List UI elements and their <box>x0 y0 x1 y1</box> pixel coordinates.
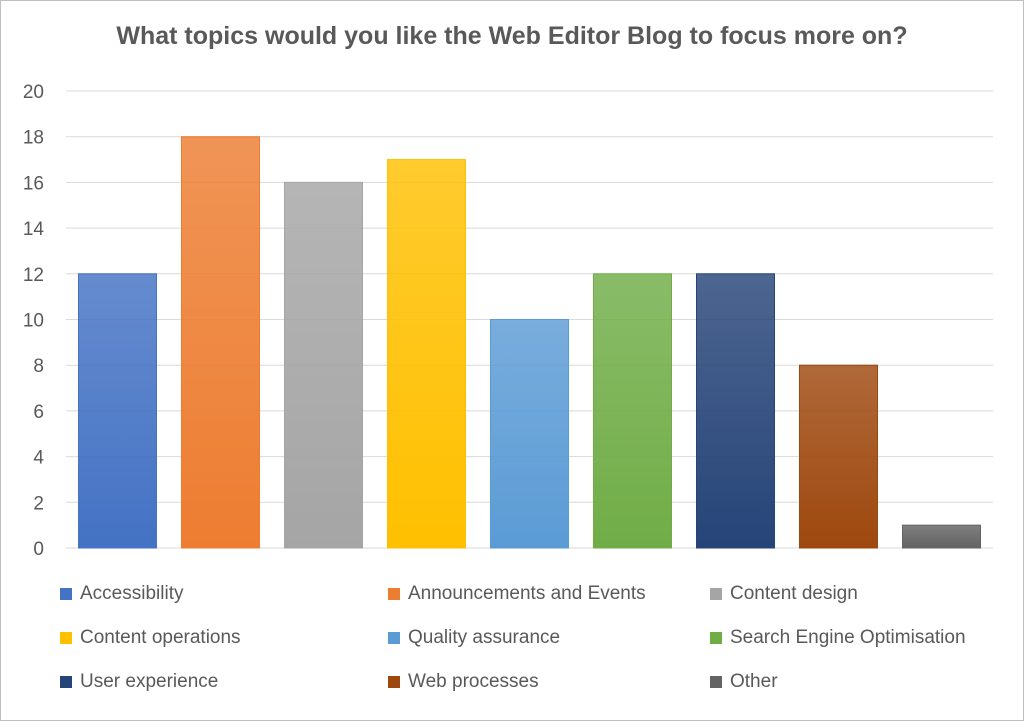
y-tick-label: 4 <box>33 448 44 469</box>
y-axis-ticks: 0 2 4 6 8 10 12 14 16 18 20 <box>23 82 45 560</box>
y-tick-label: 16 <box>23 173 44 194</box>
y-tick-label: 8 <box>33 356 44 377</box>
y-tick-label: 12 <box>23 265 44 286</box>
y-tick-label: 20 <box>23 82 44 103</box>
bar-accessibility <box>78 273 157 549</box>
y-tick-label: 0 <box>33 539 44 560</box>
chart-title: What topics would you like the Web Edito… <box>116 22 908 50</box>
bar-content-operations <box>387 159 466 549</box>
y-tick-label: 18 <box>23 128 44 149</box>
bar-web-processes <box>799 364 878 549</box>
bar-announcements-and-events <box>181 136 260 549</box>
bar-user-experience <box>696 273 775 549</box>
y-tick-label: 6 <box>33 402 44 423</box>
y-tick-label: 10 <box>23 311 44 332</box>
bar-search-engine-optimisation <box>593 273 672 549</box>
bar-quality-assurance <box>490 319 569 549</box>
bars <box>78 136 981 549</box>
y-tick-label: 2 <box>33 493 44 514</box>
bar-other <box>902 524 981 549</box>
bar-content-design <box>284 181 363 549</box>
y-tick-label: 14 <box>23 219 45 240</box>
